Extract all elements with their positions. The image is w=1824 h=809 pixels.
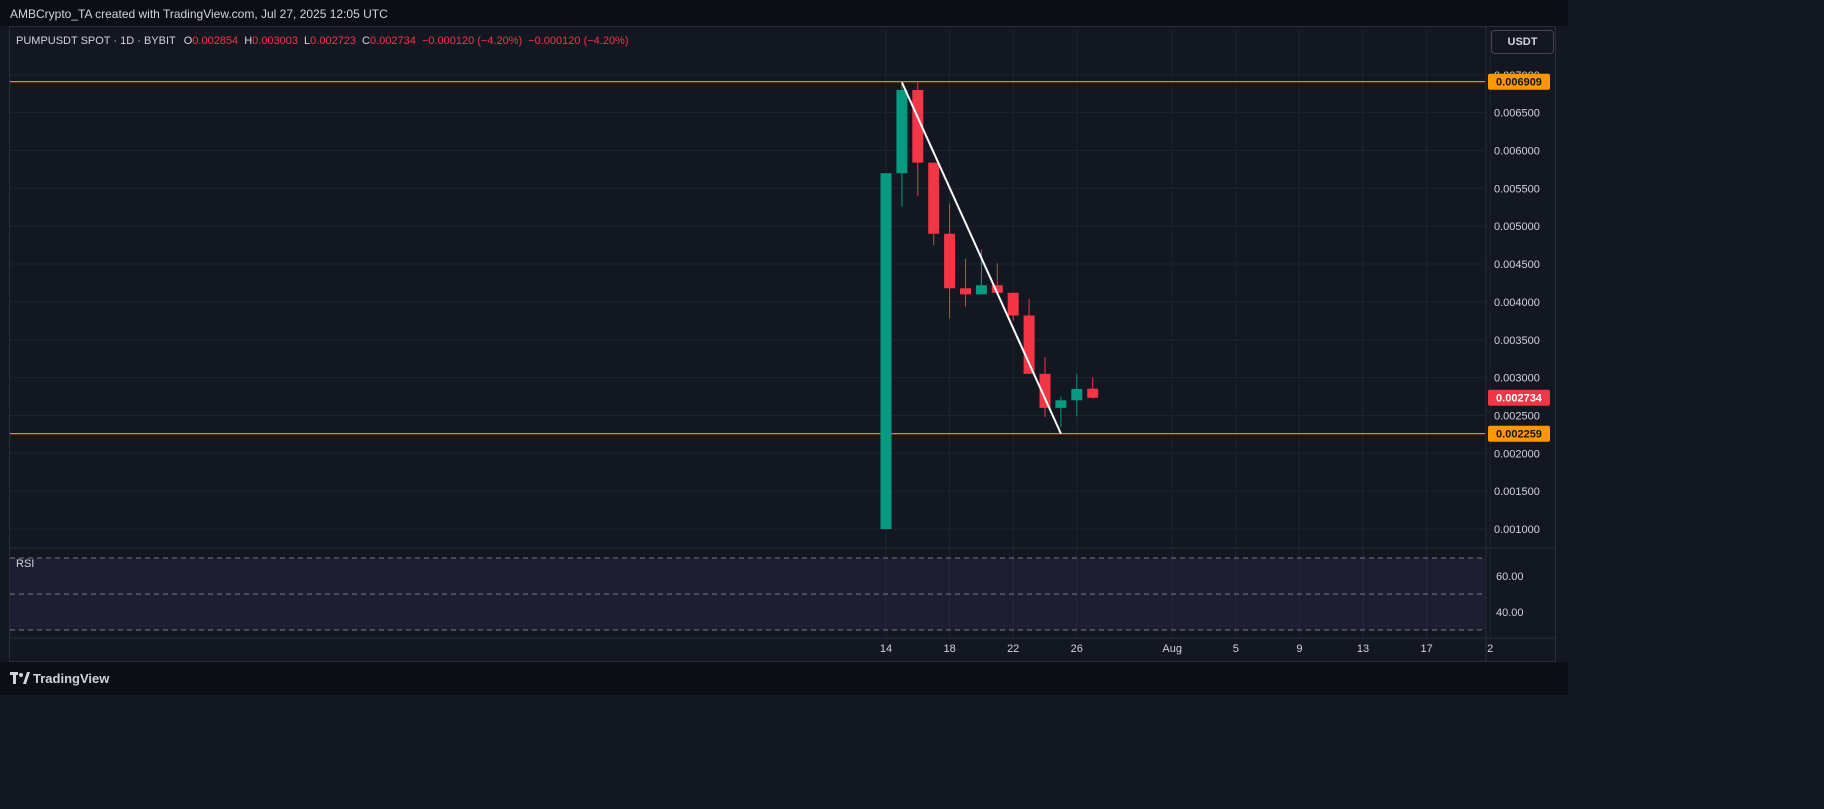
low-label: L — [304, 35, 311, 47]
time-tick-label: Aug — [1162, 643, 1182, 655]
candle-down — [928, 162, 940, 246]
rsi-label: RSI — [16, 558, 35, 570]
candle-down — [944, 203, 956, 319]
price-tick-label: 0.003000 — [1494, 373, 1540, 385]
low-value: 0.002723 — [310, 35, 357, 47]
candle-down — [912, 82, 924, 196]
candle-body — [975, 285, 987, 295]
bottom-bar — [0, 662, 1568, 695]
candle-body — [944, 233, 956, 289]
trendline — [900, 81, 1062, 435]
price-tick-label: 0.002000 — [1494, 448, 1540, 460]
candle-down — [1007, 292, 1019, 321]
price-tick-label: 0.001000 — [1494, 524, 1540, 536]
chart-legend: PUMPUSDT SPOT · 1D · BYBIT O0.002854 H0.00… — [16, 35, 635, 47]
change-value: −0.000120 (−4.20%) — [421, 35, 523, 47]
candle-body — [912, 89, 924, 163]
candles — [880, 82, 1099, 529]
price-badges: 0.006909 0.002259 0.002734 — [1488, 73, 1550, 442]
grid — [10, 27, 1556, 661]
time-tick-label: 18 — [943, 643, 955, 655]
high-value: 0.003003 — [252, 35, 299, 47]
time-tick-label: 14 — [880, 643, 892, 655]
candle-body — [960, 288, 971, 295]
candle-up — [1071, 373, 1083, 417]
time-axis: 14 18 22 26 Aug 5 9 13 17 2 — [880, 643, 1493, 655]
price-tick-label: 0.005500 — [1494, 183, 1540, 195]
currency-button[interactable]: USDT — [1491, 30, 1554, 54]
close-value: 0.002734 — [370, 35, 416, 47]
attribution-text: AMBCrypto_TA created with TradingView.co… — [10, 7, 388, 21]
candle-body — [1087, 388, 1099, 398]
last-price-badge-text: 0.002734 — [1496, 393, 1543, 405]
rsi-tick-label: 60.00 — [1496, 571, 1524, 583]
candle-body — [991, 285, 1003, 293]
candle-body — [1055, 400, 1067, 408]
time-tick-label: 22 — [1007, 643, 1019, 655]
level-price-badge-text: 0.002259 — [1496, 429, 1542, 441]
price-tick-label: 0.004500 — [1494, 259, 1540, 271]
close-label: C — [362, 35, 370, 47]
chart-canvas[interactable]: 60.0040.00 0.0070000.0065000.0060000.005… — [0, 0, 1568, 695]
level-price-badge: 0.006909 — [1488, 73, 1550, 90]
time-tick-label: 17 — [1420, 643, 1432, 655]
price-tick-label: 0.004000 — [1494, 297, 1540, 309]
candle-down — [960, 258, 971, 307]
candle-up — [1055, 396, 1067, 428]
rsi-tick-label: 40.00 — [1496, 607, 1524, 619]
candle-body — [1007, 292, 1019, 316]
price-tick-label: 0.003500 — [1494, 335, 1540, 347]
candle-body — [1039, 373, 1051, 408]
open-label: O — [183, 35, 193, 47]
change-value-2: −0.000120 (−4.20%) — [528, 35, 629, 47]
candle-body — [896, 89, 908, 174]
candle-body — [1071, 388, 1083, 401]
tradingview-logo-icon[interactable] — [10, 671, 30, 685]
time-tick-label: 9 — [1296, 643, 1302, 655]
top-bar: AMBCrypto_TA created with TradingView.co… — [0, 0, 1568, 26]
candle-down — [1087, 377, 1099, 399]
price-tick-label: 0.002500 — [1494, 410, 1540, 422]
candle-down — [1039, 357, 1051, 417]
chart-frame[interactable] — [9, 26, 1556, 662]
level-price-badge-bg — [1488, 73, 1550, 90]
symbol-title: PUMPUSDT SPOT · 1D · BYBIT — [16, 35, 176, 47]
level-price-badge-bg — [1488, 425, 1550, 442]
high-label: H — [244, 35, 253, 47]
candle-body — [880, 173, 892, 529]
trendline-segment — [900, 81, 1062, 435]
level-price-badge: 0.002259 — [1488, 425, 1550, 442]
last-price-badge: 0.002734 — [1488, 389, 1550, 406]
tradingview-brand[interactable]: TradingView — [33, 671, 110, 686]
candle-up — [880, 173, 892, 529]
time-tick-label: 2 — [1487, 643, 1493, 655]
candle-up — [896, 82, 908, 207]
rsi-pane: 60.00 40.00 — [10, 557, 1524, 631]
candle-body — [928, 162, 940, 234]
time-tick-label: 13 — [1357, 643, 1369, 655]
price-tick-label: 0.005000 — [1494, 221, 1540, 233]
price-axis: 0.0070000.0065000.0060000.0055000.005000… — [1494, 70, 1540, 536]
level-price-badge-text: 0.006909 — [1496, 77, 1542, 89]
price-tick-label: 0.006000 — [1494, 146, 1540, 158]
candle-down — [991, 263, 1003, 295]
open-value: 0.002854 — [192, 35, 239, 47]
horizontal-levels — [10, 81, 1485, 435]
price-tick-label: 0.006500 — [1494, 108, 1540, 120]
price-tick-label: 0.001500 — [1494, 486, 1540, 498]
last-price-badge-bg — [1488, 389, 1550, 406]
time-tick-label: 5 — [1233, 643, 1239, 655]
time-tick-label: 26 — [1071, 643, 1083, 655]
candle-body — [1023, 315, 1035, 374]
